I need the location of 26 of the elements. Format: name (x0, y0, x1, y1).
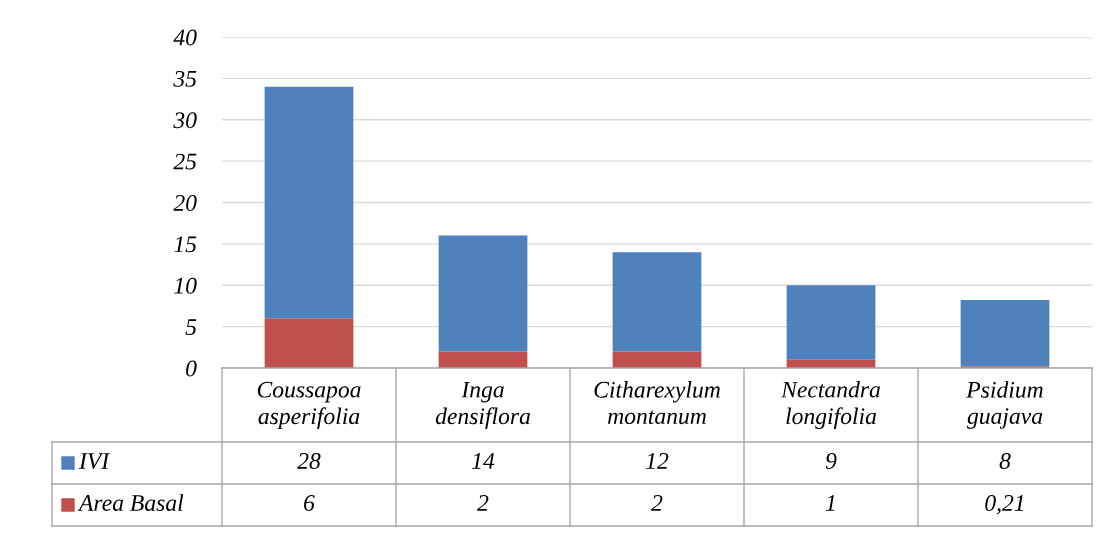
data-label: 14 (472, 453, 495, 469)
data-label: 9 (825, 453, 837, 469)
data-label: 2 (651, 495, 663, 511)
data-label: 1 (825, 495, 835, 511)
data-label: 2 (477, 495, 489, 511)
x-tick-label: Nectandra longifolia (780, 380, 880, 430)
y-tick-label: 25 (173, 153, 197, 170)
y-tick-label: 20 (173, 194, 197, 211)
data-label: 6 (304, 495, 315, 511)
x-tick-label: Citharexylum montanum (594, 381, 720, 425)
y-tick-label: 30 (173, 112, 197, 129)
data-label: 28 (297, 452, 321, 469)
y-tick-label: 35 (173, 70, 197, 87)
legend-label: Area Basal (77, 494, 184, 511)
x-tick-label: Psidium guajava (966, 381, 1043, 429)
data-label: 0,21 (985, 494, 1024, 515)
y-tick-label: 10 (174, 277, 197, 294)
y-tick-label: 15 (174, 236, 197, 253)
y-tick-label: 5 (185, 319, 197, 336)
data-label: 12 (646, 453, 669, 469)
x-tick-label: Inga densiflora (435, 381, 530, 430)
y-tick-label: 0 (186, 360, 197, 377)
x-tick-label: Coussapoa asperifolia (257, 381, 361, 430)
legend-label: IVI (78, 453, 111, 470)
y-tick-label: 40 (173, 29, 197, 46)
data-label: 8 (999, 452, 1011, 469)
